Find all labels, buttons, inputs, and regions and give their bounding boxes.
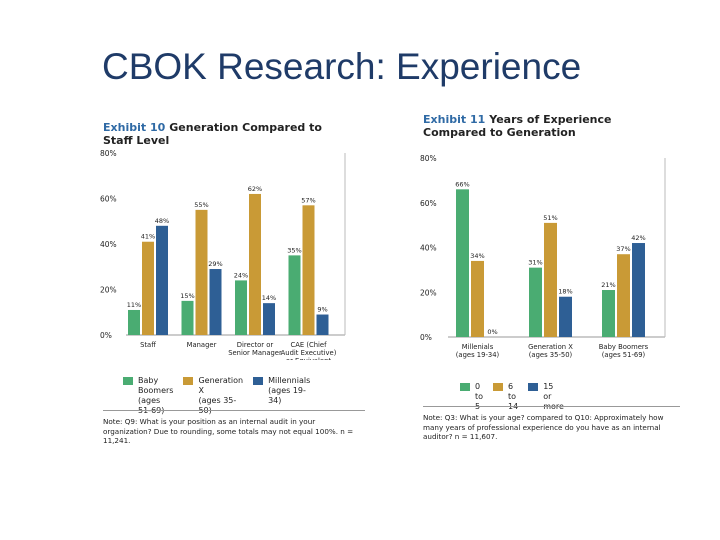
category-label: Baby Boomers (ages 51-69) bbox=[599, 343, 649, 359]
legend-swatch bbox=[493, 383, 504, 391]
bar-baby-boomers-cae-chief-audit-executive-or-equivalent bbox=[288, 255, 301, 335]
data-label: 41% bbox=[141, 233, 155, 241]
bar-15-or-more-generation-x-ages-35-50 bbox=[559, 296, 572, 337]
legend-swatch bbox=[528, 383, 539, 391]
legend-item-15-or-more: 15 or more bbox=[528, 382, 564, 412]
legend-item-6-to-14: 6 to 14 bbox=[493, 382, 518, 412]
data-label: 0% bbox=[487, 328, 497, 336]
data-label: 24% bbox=[234, 271, 248, 279]
category-label: Director or Senior Manager bbox=[228, 341, 282, 357]
legend-label: 6 to 14 bbox=[508, 382, 519, 411]
exhibit-10-number: Exhibit 10 bbox=[103, 121, 166, 134]
bar-generation-x-manager bbox=[195, 209, 208, 335]
exhibit-11-title-text: Years of Experience Compared to Generati… bbox=[423, 113, 612, 139]
data-label: 42% bbox=[631, 234, 645, 242]
bar-0-to-5-generation-x-ages-35-50 bbox=[529, 267, 542, 337]
data-label: 31% bbox=[528, 259, 542, 267]
y-tick-label: 40% bbox=[100, 240, 117, 249]
legend-sublabel: (ages 51-69) bbox=[138, 396, 165, 415]
bar-millennials-director-or-senior-manager bbox=[263, 303, 275, 335]
legend-swatch bbox=[183, 377, 194, 385]
bar-generation-x-director-or-senior-manager bbox=[249, 193, 261, 335]
bar-millennials-staff bbox=[156, 225, 168, 335]
y-tick-label: 20% bbox=[420, 288, 437, 297]
y-tick-label: 20% bbox=[100, 286, 117, 295]
data-label: 51% bbox=[543, 214, 557, 222]
exhibit-10-title-text: Generation Compared to Staff Level bbox=[103, 121, 322, 147]
y-tick-label: 40% bbox=[420, 244, 437, 253]
exhibit-10-title: Exhibit 10 Generation Compared to Staff L… bbox=[103, 121, 343, 147]
bar-generation-x-staff bbox=[142, 241, 154, 335]
data-label: 11% bbox=[127, 301, 141, 309]
data-label: 48% bbox=[155, 217, 169, 225]
bar-baby-boomers-director-or-senior-manager bbox=[235, 280, 247, 335]
data-label: 29% bbox=[208, 260, 222, 268]
bar-baby-boomers-staff bbox=[128, 309, 140, 335]
data-label: 34% bbox=[470, 252, 484, 260]
data-label: 55% bbox=[194, 201, 208, 209]
bar-6-to-14-generation-x-ages-35-50 bbox=[544, 222, 557, 337]
data-label: 18% bbox=[558, 288, 572, 296]
data-label: 9% bbox=[317, 306, 327, 314]
category-label: Generation X (ages 35-50) bbox=[528, 343, 573, 359]
exhibit-11-note: Note: Q3: What is your age? compared to … bbox=[423, 413, 664, 441]
bar-baby-boomers-manager bbox=[181, 300, 194, 335]
data-label: 62% bbox=[248, 185, 262, 193]
legend-swatch bbox=[123, 377, 133, 385]
legend-label: Millennials (ages 19-34) bbox=[268, 376, 311, 405]
category-label: Staff bbox=[140, 341, 156, 349]
exhibit-10-note: Note: Q9: What is your position as an in… bbox=[103, 417, 354, 445]
data-label: 15% bbox=[180, 292, 194, 300]
y-tick-label: 80% bbox=[100, 149, 117, 158]
exhibit-10-divider bbox=[103, 410, 365, 411]
bar-0-to-5-millenials-ages-19-34 bbox=[456, 189, 469, 337]
legend-swatch bbox=[253, 377, 264, 385]
data-label: 21% bbox=[601, 281, 615, 289]
exhibit-11-legend: 0 to 5 6 to 14 15 or more bbox=[460, 382, 574, 412]
bar-millennials-manager bbox=[209, 269, 222, 335]
data-label: 66% bbox=[455, 180, 469, 188]
bar-generation-x-cae-chief-audit-executive-or-equivalent bbox=[302, 205, 315, 335]
legend-item-0-to-5: 0 to 5 bbox=[460, 382, 483, 412]
exhibit-11-title: Exhibit 11 Years of Experience Compared t… bbox=[423, 113, 673, 139]
category-label: Manager bbox=[187, 341, 217, 349]
data-label: 37% bbox=[616, 245, 630, 253]
legend-item-millennials: Millennials (ages 19-34) bbox=[253, 376, 310, 416]
legend-label: 15 or more bbox=[543, 382, 564, 411]
y-tick-label: 0% bbox=[100, 331, 112, 340]
exhibit-11-chart: 0% 20% 40% 60% 80% 66% 34% 0% Millenials (ages 19… bbox=[420, 154, 666, 359]
exhibit-11-divider bbox=[423, 406, 680, 407]
data-label: 57% bbox=[301, 196, 315, 204]
y-tick-label: 80% bbox=[420, 154, 437, 163]
exhibit-10-chart: 0% 20% 40% 60% 80% 11% 41%48% Staff 15% 55% 29% Man… bbox=[100, 149, 346, 360]
y-tick-label: 60% bbox=[100, 195, 117, 204]
slide-title: CBOK Research: Experience bbox=[102, 46, 582, 87]
bar-0-to-5-baby-boomers-ages-51-69 bbox=[602, 290, 615, 337]
data-label: 35% bbox=[287, 246, 301, 254]
category-label: Millenials (ages 19-34) bbox=[456, 343, 500, 359]
bar-6-to-14-baby-boomers-ages-51-69 bbox=[617, 254, 630, 337]
bar-6-to-14-millenials-ages-19-34 bbox=[471, 260, 484, 337]
exhibit-11-number: Exhibit 11 bbox=[423, 113, 486, 126]
y-tick-label: 60% bbox=[420, 199, 437, 208]
data-label: 14% bbox=[262, 294, 276, 302]
legend-sublabel: (ages 19-34) bbox=[268, 386, 306, 405]
legend-label: 0 to 5 bbox=[475, 382, 484, 411]
legend-sublabel: (ages 35-50) bbox=[198, 396, 237, 415]
bar-millennials-cae-chief-audit-executive-or-equivalent bbox=[316, 314, 329, 335]
y-tick-label: 0% bbox=[420, 333, 432, 342]
bar-15-or-more-baby-boomers-ages-51-69 bbox=[632, 243, 645, 337]
legend-swatch bbox=[460, 383, 470, 391]
